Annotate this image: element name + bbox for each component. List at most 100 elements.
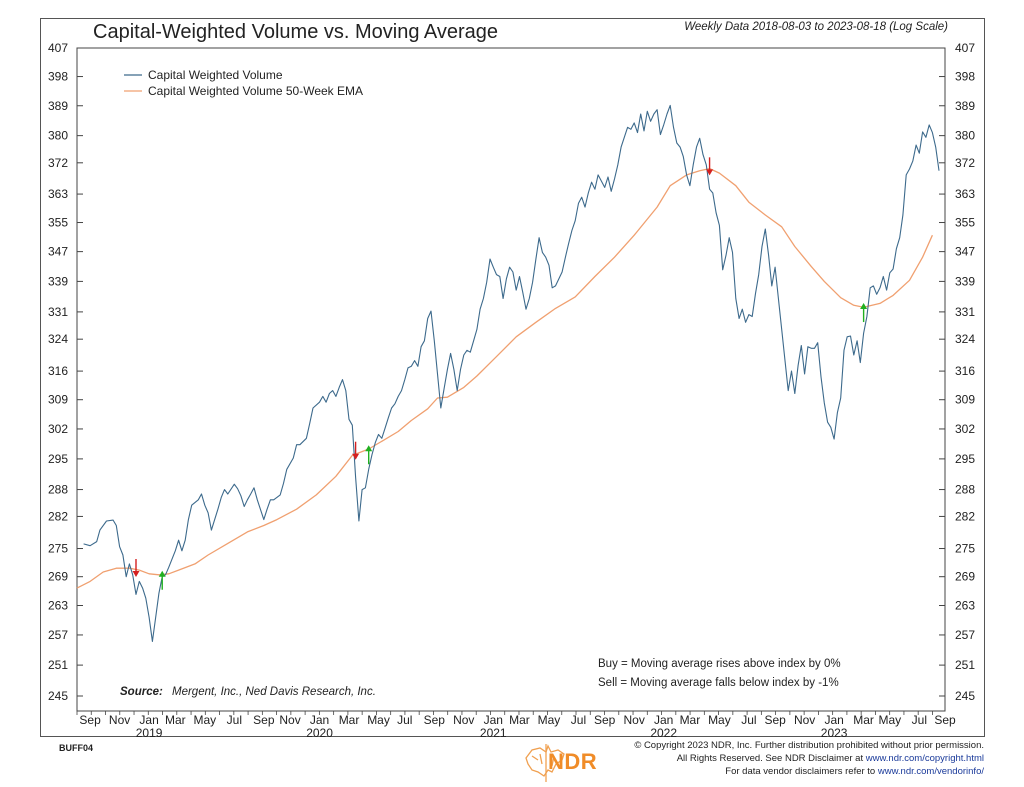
y-axis-right: 407 398 389 380 372 363 355 347 339 331 324 316 309 3… <box>939 41 975 703</box>
x-tick-label: Nov <box>794 713 815 727</box>
x-year-label: 2023 <box>821 726 848 740</box>
source-annotation: Source: Mergent, Inc., Ned Davis Researc… <box>120 686 376 698</box>
y-tick-label-right: 407 <box>955 41 975 55</box>
buy-arrow-icon <box>365 445 373 465</box>
y-tick-label-right: 316 <box>955 364 975 378</box>
index-line <box>83 104 940 642</box>
y-tick-label-left: 380 <box>48 129 68 143</box>
y-tick-label-left: 407 <box>48 41 68 55</box>
y-tick-label-right: 347 <box>955 245 975 259</box>
x-tick-label: Jul <box>397 713 412 727</box>
x-tick-label: Sep <box>424 713 446 727</box>
x-tick-label: Sep <box>253 713 275 727</box>
y-tick-label-right: 302 <box>955 422 975 436</box>
y-tick-label-left: 389 <box>48 99 68 113</box>
x-tick-label: May <box>538 713 561 727</box>
copyright-line-3-text: For data vendor disclaimers refer to <box>725 766 878 777</box>
x-tick-label: Jul <box>912 713 927 727</box>
legend-label-ema: Capital Weighted Volume 50-Week EMA <box>148 84 363 98</box>
y-tick-label-left: 245 <box>48 689 68 703</box>
y-tick-label-right: 245 <box>955 689 975 703</box>
source-label: Source: <box>120 686 163 698</box>
y-tick-label-left: 339 <box>48 274 68 288</box>
x-tick-label: May <box>708 713 731 727</box>
y-tick-label-left: 372 <box>48 156 68 170</box>
y-tick-label-right: 355 <box>955 216 975 230</box>
x-tick-label: May <box>193 713 216 727</box>
ndr-bull-bear-logo-icon <box>525 744 565 782</box>
x-tick-label: Sep <box>764 713 786 727</box>
buy-rule: Buy = Moving average rises above index b… <box>598 658 841 670</box>
sell-arrow-icon <box>132 559 140 578</box>
y-tick-label-right: 251 <box>955 658 975 672</box>
y-tick-label-right: 398 <box>955 70 975 84</box>
x-year-label: 2022 <box>650 726 677 740</box>
y-tick-label-right: 288 <box>955 483 975 497</box>
y-tick-label-left: 251 <box>48 658 68 672</box>
y-tick-label-right: 309 <box>955 393 975 407</box>
legend: Capital Weighted Volume Capital Weighted… <box>124 68 363 98</box>
chart-title: Capital-Weighted Volume vs. Moving Avera… <box>93 21 499 43</box>
y-tick-label-left: 263 <box>48 598 68 612</box>
x-tick-label: Jul <box>227 713 242 727</box>
x-tick-label: Mar <box>509 713 530 727</box>
vendorinfo-link[interactable]: www.ndr.com/vendorinfo/ <box>877 766 984 777</box>
copyright-line-3: For data vendor disclaimers refer to www… <box>634 765 984 778</box>
sell-arrow-icon <box>706 157 714 176</box>
x-tick-label: Jan <box>824 713 843 727</box>
x-tick-label: Mar <box>680 713 701 727</box>
y-tick-label-left: 275 <box>48 542 68 556</box>
x-tick-label: Jul <box>741 713 756 727</box>
y-tick-label-left: 347 <box>48 245 68 259</box>
buy-arrow-icon <box>860 303 868 323</box>
plot-area <box>76 47 946 712</box>
y-tick-label-right: 263 <box>955 598 975 612</box>
y-tick-label-right: 372 <box>955 156 975 170</box>
y-tick-label-right: 295 <box>955 452 975 466</box>
y-tick-label-left: 257 <box>48 628 68 642</box>
x-tick-label: Jan <box>139 713 158 727</box>
y-tick-label-right: 339 <box>955 274 975 288</box>
copyright-link[interactable]: www.ndr.com/copyright.html <box>865 753 984 764</box>
sell-rule: Sell = Moving average falls below index … <box>598 677 839 689</box>
source-text: Mergent, Inc., Ned Davis Research, Inc. <box>172 686 376 698</box>
x-tick-label: Mar <box>339 713 360 727</box>
y-tick-label-left: 282 <box>48 509 68 523</box>
x-year-label: 2021 <box>480 726 507 740</box>
buy-arrow-icon <box>158 570 166 590</box>
y-tick-label-left: 355 <box>48 216 68 230</box>
y-axis-left: 407 398 389 380 372 363 355 347 339 331 324 316 309 3… <box>48 41 83 703</box>
copyright-line-2: All Rights Reserved. See NDR Disclaimer … <box>634 752 984 765</box>
x-tick-label: Nov <box>624 713 645 727</box>
plot-border <box>76 47 946 712</box>
y-tick-label-left: 302 <box>48 422 68 436</box>
x-tick-label: Nov <box>279 713 300 727</box>
y-tick-label-left: 269 <box>48 570 68 584</box>
x-tick-label: Jul <box>571 713 586 727</box>
x-tick-label: May <box>879 713 902 727</box>
ema-line <box>76 167 933 589</box>
x-tick-label: Jan <box>484 713 503 727</box>
rules-annotation: Buy = Moving average rises above index b… <box>598 658 841 689</box>
y-tick-label-right: 363 <box>955 187 975 201</box>
x-tick-label: Jan <box>654 713 673 727</box>
x-tick-label: Sep <box>79 713 101 727</box>
signal-arrows <box>132 157 868 590</box>
y-tick-label-right: 389 <box>955 99 975 113</box>
y-tick-label-left: 324 <box>48 332 68 346</box>
copyright-line-2-text: All Rights Reserved. See NDR Disclaimer … <box>676 753 866 764</box>
y-tick-label-right: 380 <box>955 129 975 143</box>
y-tick-label-left: 295 <box>48 452 68 466</box>
x-year-label: 2019 <box>136 726 163 740</box>
y-tick-label-right: 269 <box>955 570 975 584</box>
y-tick-label-left: 316 <box>48 364 68 378</box>
series-lines <box>76 104 940 642</box>
x-tick-label: Nov <box>109 713 130 727</box>
y-tick-label-left: 331 <box>48 305 68 319</box>
y-tick-label-left: 398 <box>48 70 68 84</box>
x-year-label: 2020 <box>306 726 333 740</box>
y-tick-label-right: 331 <box>955 305 975 319</box>
chart-frame <box>40 18 985 737</box>
